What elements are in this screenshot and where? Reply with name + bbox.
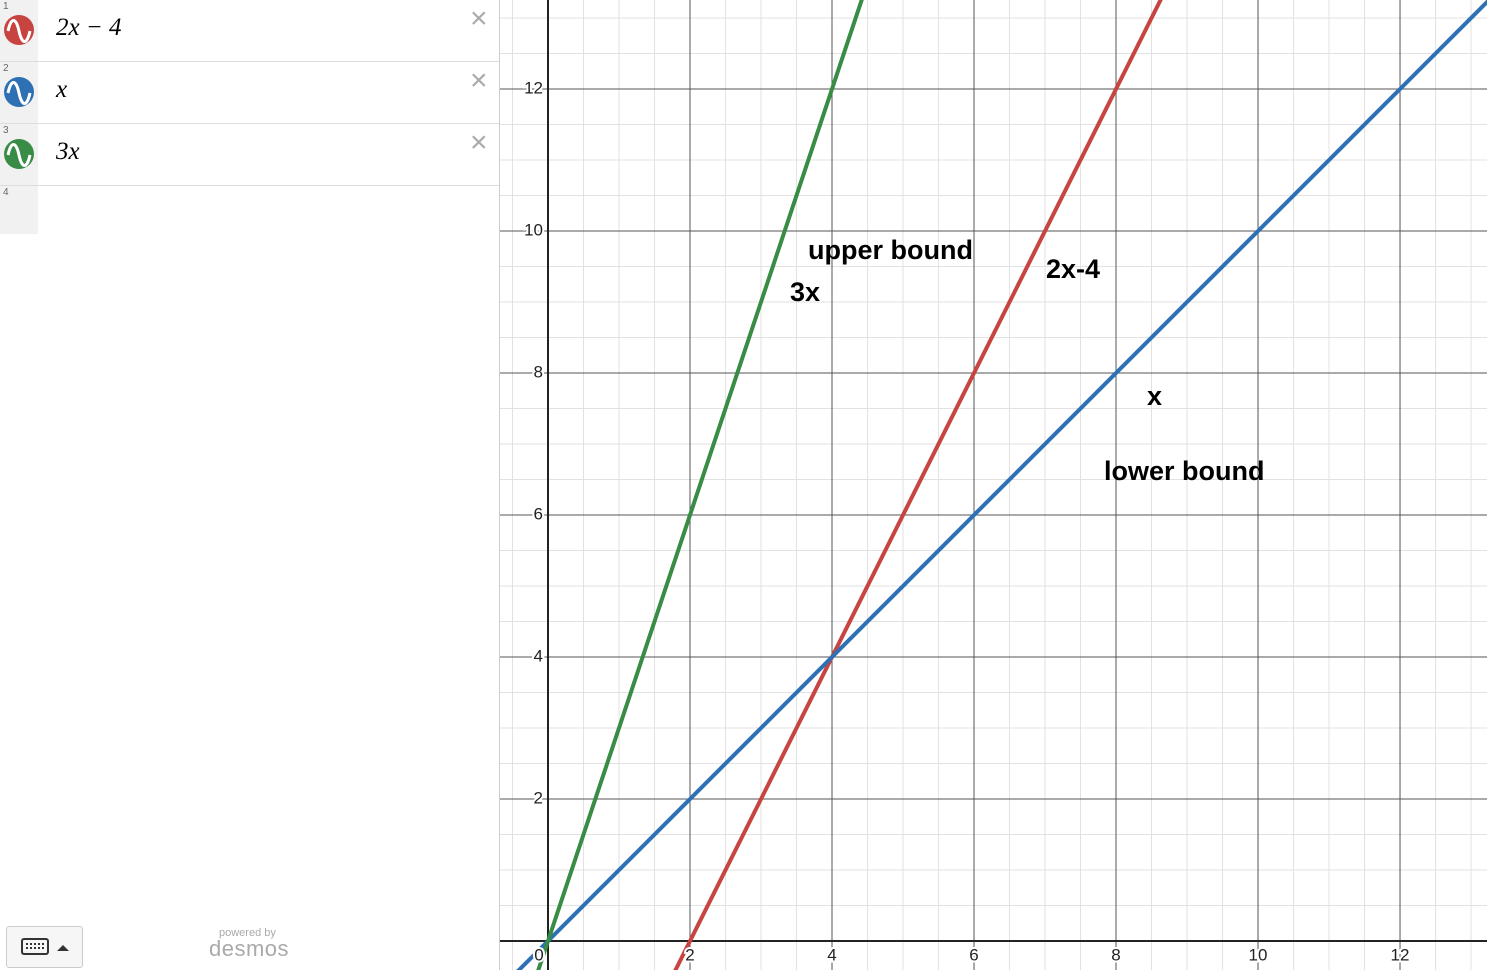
x-tick-label: 2 [685, 946, 694, 965]
y-tick-label: 6 [534, 505, 543, 524]
line [673, 0, 1163, 970]
gutter: 1 [0, 0, 38, 61]
x-tick-label: 10 [1249, 946, 1268, 965]
x-tick-label: 0 [534, 946, 543, 965]
expression-row: 3 3x × [0, 124, 499, 186]
row-number: 2 [3, 63, 9, 74]
line [536, 0, 864, 970]
x-tick-label: 8 [1111, 946, 1120, 965]
expression-panel: 1 2x − 4 × 2 x × 3 3x × 4 [0, 0, 500, 970]
y-tick-label: 12 [524, 79, 543, 98]
expression-row: 2 x × [0, 62, 499, 124]
keyboard-icon [21, 938, 69, 955]
row-number: 4 [3, 187, 9, 198]
annotation: upper bound [808, 235, 973, 265]
expression-text: 2x − 4 [56, 14, 122, 41]
expression-text: 3x [56, 138, 80, 165]
row-number: 3 [3, 125, 9, 136]
gutter: 3 [0, 124, 38, 185]
brand[interactable]: desmos [209, 936, 290, 961]
color-icon[interactable] [3, 76, 35, 108]
y-tick-label: 8 [534, 363, 543, 382]
delete-button[interactable]: × [470, 126, 488, 159]
annotation: lower bound [1104, 456, 1264, 486]
x-tick-label: 6 [969, 946, 978, 965]
plot [516, 0, 1487, 970]
x-tick-label: 12 [1391, 946, 1410, 965]
gutter: 2 [0, 62, 38, 123]
delete-button[interactable]: × [470, 64, 488, 97]
annotation: 2x-4 [1046, 254, 1100, 284]
graph: 0 2 4 6 8 10 12 2 4 6 8 10 12 upper bound 3x 2x-4 x lower… [500, 0, 1487, 970]
gutter: 4 [0, 186, 38, 234]
expression-row: 4 [0, 186, 499, 234]
color-icon[interactable] [3, 14, 35, 46]
y-tick-label: 4 [534, 647, 543, 666]
powered-by: powered by [219, 927, 276, 939]
expression-row: 1 2x − 4 × [0, 0, 499, 62]
annotation: x [1147, 381, 1162, 411]
row-number: 1 [3, 1, 9, 12]
annotation: 3x [790, 277, 820, 307]
color-icon[interactable] [3, 138, 35, 170]
expression-text: x [56, 76, 68, 103]
x-tick-label: 4 [827, 946, 836, 965]
keyboard-button[interactable] [6, 926, 83, 968]
line [516, 0, 1487, 970]
delete-button[interactable]: × [470, 2, 488, 35]
y-tick-label: 2 [534, 789, 543, 808]
y-tick-label: 10 [524, 221, 543, 240]
